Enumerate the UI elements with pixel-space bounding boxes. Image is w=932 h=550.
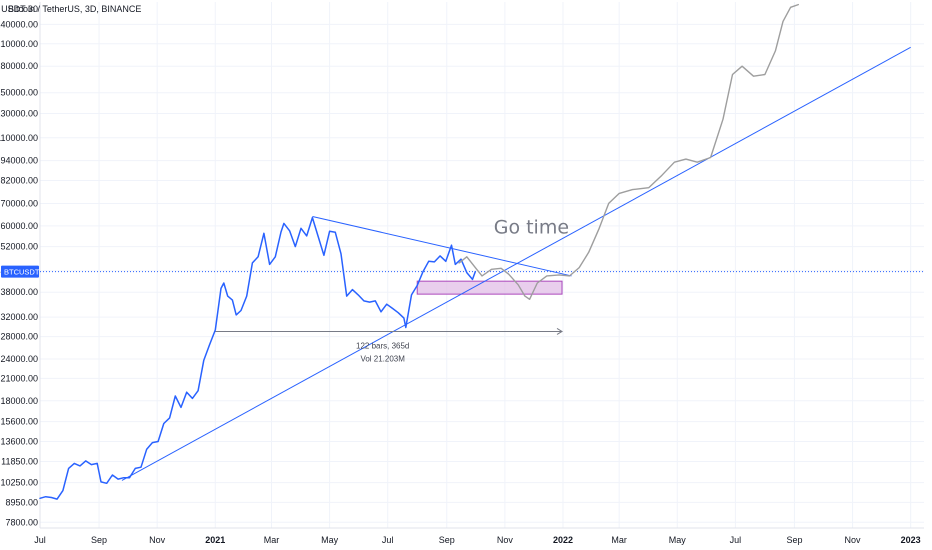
y-tick-label: 52000.00 bbox=[0, 242, 38, 252]
x-tick-label: May bbox=[321, 535, 339, 545]
y-tick-label: 94000.00 bbox=[0, 156, 38, 166]
date-range-measure[interactable]: 122 bars, 365d Vol 21.203M bbox=[215, 328, 563, 363]
y-tick-label: 11850.00 bbox=[1, 457, 38, 467]
x-tick-label: Sep bbox=[786, 535, 802, 545]
trendline-rising-support bbox=[121, 46, 911, 481]
measure-bars-label: 122 bars, 365d bbox=[356, 341, 409, 350]
x-tick-label: Sep bbox=[439, 535, 455, 545]
y-tick-label: 15600.00 bbox=[0, 417, 38, 427]
series-lines bbox=[39, 3, 799, 500]
y-tick-label: 150000.00 bbox=[0, 88, 38, 98]
x-tick-label: Jul bbox=[382, 535, 394, 545]
y-tick-label: 180000.00 bbox=[0, 61, 38, 71]
y-tick-label: 210000.00 bbox=[0, 39, 38, 49]
y-tick-label: 10250.00 bbox=[0, 478, 38, 488]
grid-lines bbox=[39, 2, 924, 529]
x-tick-label: Jul bbox=[730, 535, 742, 545]
y-axis-labels: 7800.00 8950.00 10250.00 11850.00 13600.00 15… bbox=[0, 4, 38, 527]
x-tick-label: 2023 bbox=[901, 535, 921, 545]
y-tick-label: 38000.00 bbox=[0, 287, 38, 297]
price-tag[interactable]: BTCUSDT bbox=[1, 265, 40, 278]
x-tick-label: Jul bbox=[34, 535, 46, 545]
y-tick-label-top: 2I USDT 30 bbox=[0, 4, 38, 14]
btcusdt-price-line bbox=[39, 216, 477, 500]
measure-volume-label: Vol 21.203M bbox=[360, 354, 405, 363]
price-tag-label: BTCUSDT bbox=[4, 268, 40, 277]
y-tick-label: 28000.00 bbox=[0, 332, 38, 342]
x-tick-label: Mar bbox=[611, 535, 627, 545]
y-tick-label: 60000.00 bbox=[0, 221, 38, 231]
x-tick-label: 2021 bbox=[205, 535, 225, 545]
y-tick-label: 82000.00 bbox=[0, 175, 38, 185]
y-tick-label: 7800.00 bbox=[5, 517, 38, 527]
x-tick-label: Nov bbox=[845, 535, 862, 545]
y-tick-label: 32000.00 bbox=[0, 312, 38, 322]
x-tick-label: May bbox=[669, 535, 687, 545]
go-time-annotation[interactable]: Go time bbox=[494, 216, 569, 238]
y-tick-label: 13600.00 bbox=[0, 437, 38, 447]
projection-line bbox=[458, 3, 799, 300]
trendlines[interactable] bbox=[121, 46, 911, 481]
y-tick-label: 8950.00 bbox=[5, 497, 38, 507]
x-tick-label: Sep bbox=[91, 535, 107, 545]
support-zone[interactable] bbox=[416, 280, 563, 295]
y-tick-label: 130000.00 bbox=[0, 108, 38, 118]
price-tag-background bbox=[1, 265, 39, 278]
y-tick-label: 70000.00 bbox=[0, 198, 38, 208]
trendline-descending-resistance bbox=[312, 215, 572, 277]
y-tick-label: 21000.00 bbox=[0, 373, 38, 383]
y-tick-label: 18000.00 bbox=[0, 396, 38, 406]
chart-title: Bitcoin / TetherUS, 3D, BINANCE bbox=[8, 4, 141, 14]
x-tick-label: Mar bbox=[264, 535, 280, 545]
x-axis-labels: Jul Sep Nov 2021 Mar May Jul Sep Nov 2022 Mar May Ju… bbox=[34, 535, 920, 545]
x-tick-label: Nov bbox=[149, 535, 166, 545]
y-tick-label: 110000.00 bbox=[0, 133, 38, 143]
x-tick-label: Nov bbox=[497, 535, 514, 545]
y-tick-label: 24000.00 bbox=[0, 354, 38, 364]
y-tick-label: 240000.00 bbox=[0, 19, 38, 29]
measure-arrowhead bbox=[556, 328, 563, 335]
x-tick-label: 2022 bbox=[553, 535, 573, 545]
